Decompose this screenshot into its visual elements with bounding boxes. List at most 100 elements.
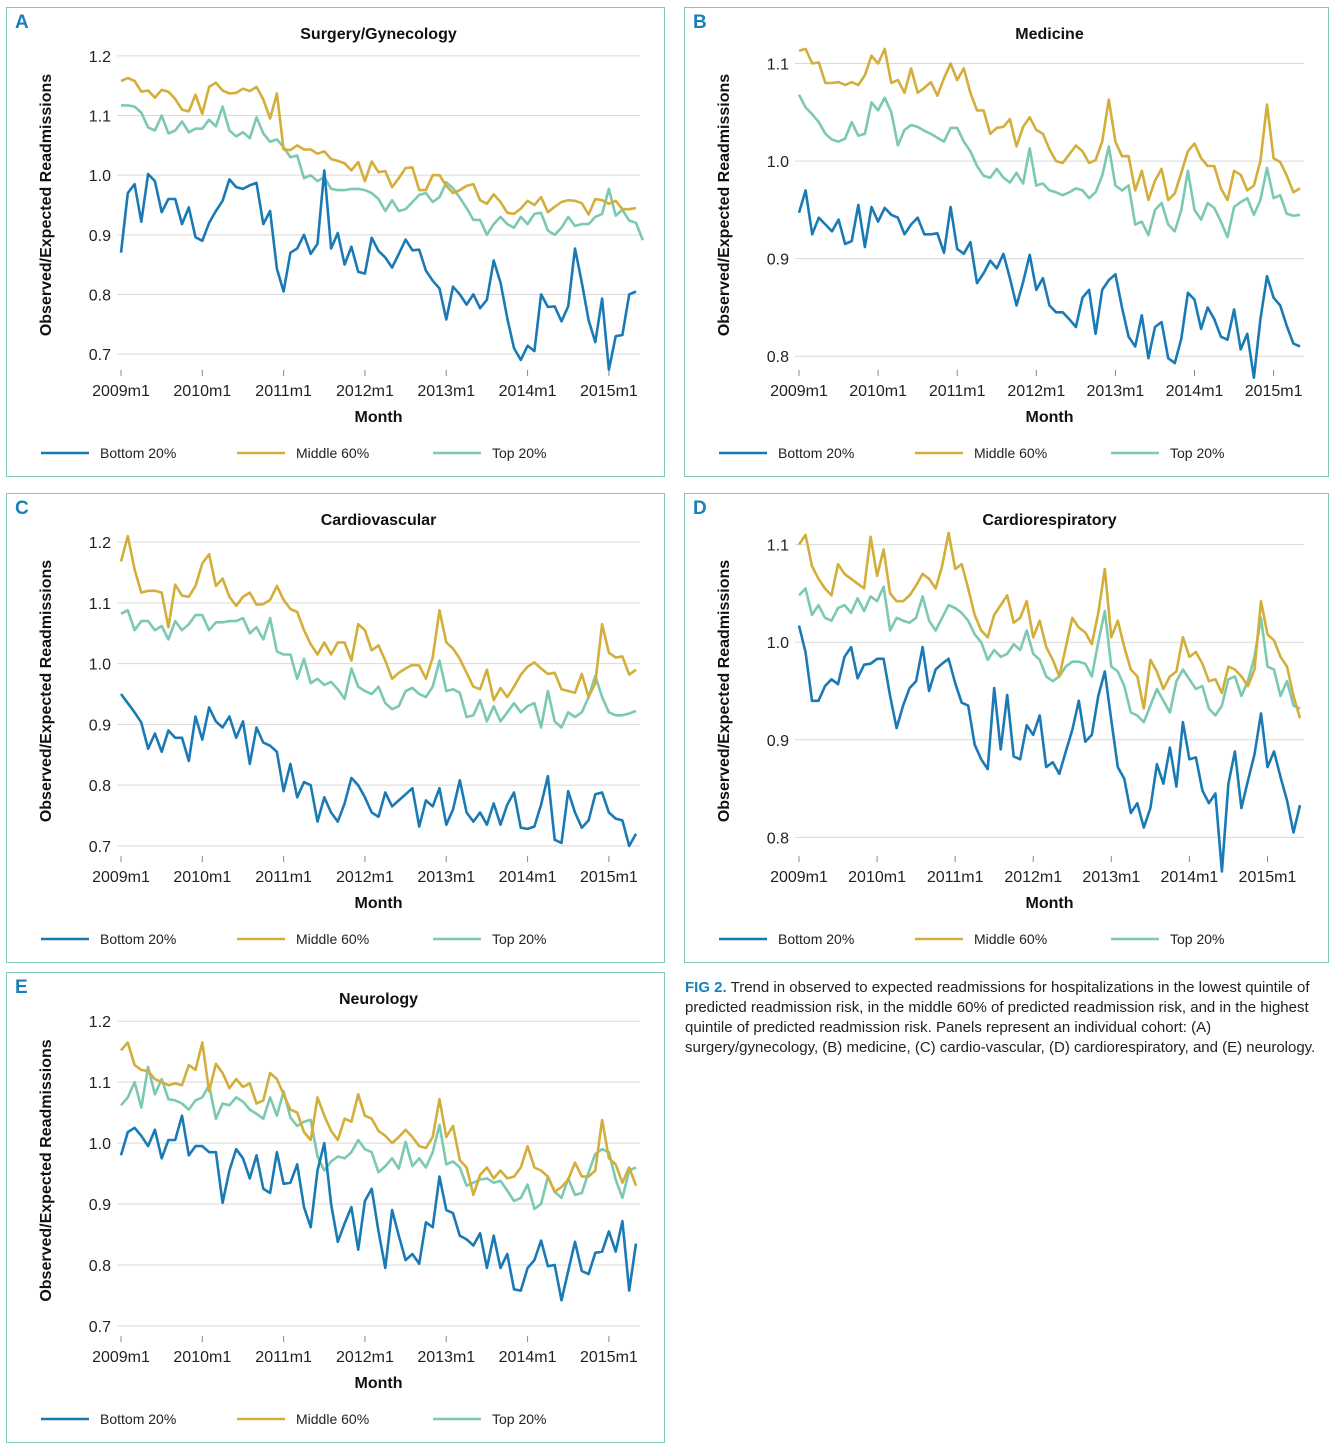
y-tick-label: 0.9 — [767, 252, 789, 269]
chart-title: Medicine — [1015, 26, 1084, 43]
x-tick-label: 2013m1 — [417, 869, 475, 886]
legend-label: Top 20% — [492, 931, 546, 947]
x-tick-label: 2012m1 — [336, 1349, 394, 1366]
series-line-middle-60 — [799, 49, 1300, 200]
y-tick-label: 0.8 — [89, 1258, 111, 1275]
x-axis-title: Month — [355, 409, 403, 426]
chart-title: Cardiorespiratory — [982, 512, 1116, 529]
y-tick-label: 1.0 — [89, 168, 111, 185]
y-tick-label: 1.0 — [89, 657, 111, 674]
legend-item: Bottom 20% — [719, 445, 854, 461]
chart-title: Neurology — [339, 991, 418, 1008]
y-tick-label: 0.9 — [89, 717, 111, 734]
x-axis-title: Month — [355, 1375, 403, 1392]
series-line-bottom-20 — [121, 694, 636, 846]
y-axis-title: Observed/Expected Readmissions — [38, 560, 55, 822]
x-tick-label: 2014m1 — [499, 1349, 557, 1366]
chart-cardiovascular: Cardiovascular0.70.80.91.01.11.22009m1 20… — [7, 494, 666, 964]
chart-cardiorespiratory: Cardiorespiratory 0.8 0.9 1.0 1.1 2009m1 2010m… — [685, 494, 1330, 964]
y-tick-label: 0.8 — [89, 287, 111, 304]
y-tick-label: 1.0 — [89, 1136, 111, 1153]
chart-surgery-gynecology: Surgery/Gynecology 0.7 0.8 0.9 1.0 1.1 1.2 2009… — [7, 8, 666, 478]
x-tick-label: 2010m1 — [848, 869, 906, 886]
x-tick-label: 2015m1 — [1245, 383, 1303, 400]
legend-item: Top 20% — [1111, 445, 1224, 461]
legend-item: Top 20% — [433, 931, 546, 947]
y-axis-title: Observed/Expected Readmissions — [38, 1039, 55, 1301]
legend-label: Top 20% — [492, 445, 546, 461]
x-tick-label: 2014m1 — [1166, 383, 1224, 400]
legend-label: Bottom 20% — [100, 445, 176, 461]
legend-label: Middle 60% — [296, 1411, 369, 1427]
legend-label: Middle 60% — [296, 445, 369, 461]
chart-title: Cardiovascular — [321, 512, 437, 529]
x-axis-title: Month — [1026, 409, 1074, 426]
y-tick-label: 0.7 — [89, 1319, 111, 1336]
x-tick-label: 2009m1 — [92, 383, 150, 400]
x-tick-label: 2014m1 — [499, 869, 557, 886]
x-axis-title: Month — [355, 895, 403, 912]
x-tick-label: 2010m1 — [173, 1349, 231, 1366]
x-tick-label: 2011m1 — [255, 869, 312, 886]
x-tick-label: 2012m1 — [1007, 383, 1065, 400]
y-tick-label: 0.8 — [767, 830, 789, 847]
legend-label: Bottom 20% — [100, 931, 176, 947]
legend-item: Bottom 20% — [41, 931, 176, 947]
x-tick-label: 2013m1 — [1087, 383, 1145, 400]
y-tick-label: 0.7 — [89, 839, 111, 856]
legend-label: Middle 60% — [974, 931, 1047, 947]
y-tick-label: 0.9 — [767, 733, 789, 750]
y-tick-label: 0.7 — [89, 347, 111, 364]
legend-label: Top 20% — [1170, 445, 1224, 461]
legend-label: Middle 60% — [974, 445, 1047, 461]
x-tick-label: 2012m1 — [336, 869, 394, 886]
y-axis-title: Observed/Expected Readmissions — [716, 560, 733, 822]
x-tick-label: 2014m1 — [1160, 869, 1218, 886]
y-tick-label: 1.2 — [89, 1014, 111, 1031]
panel-d: D Cardiorespiratory 0.8 0.9 1.0 1.1 2009m1 201… — [684, 493, 1329, 963]
legend-item: Middle 60% — [237, 1411, 369, 1427]
legend-item: Middle 60% — [237, 931, 369, 947]
x-tick-label: 2012m1 — [336, 383, 394, 400]
x-tick-label: 2015m1 — [1239, 869, 1297, 886]
y-axis-title: Observed/Expected Readmissions — [38, 74, 55, 336]
legend-item: Bottom 20% — [41, 445, 176, 461]
x-tick-label: 2011m1 — [255, 1349, 312, 1366]
x-tick-label: 2010m1 — [173, 869, 231, 886]
series-line-top-20 — [121, 610, 636, 727]
y-tick-label: 1.1 — [767, 57, 789, 74]
x-tick-label: 2013m1 — [417, 1349, 475, 1366]
x-axis-title: Month — [1026, 895, 1074, 912]
y-axis-title: Observed/Expected Readmissions — [716, 74, 733, 336]
y-tick-label: 1.0 — [767, 635, 789, 652]
x-tick-label: 2015m1 — [580, 383, 638, 400]
legend-item: Top 20% — [433, 1411, 546, 1427]
x-tick-label: 2012m1 — [1004, 869, 1062, 886]
series-line-middle-60 — [121, 78, 636, 215]
y-tick-label: 1.1 — [89, 109, 111, 126]
x-tick-label: 2011m1 — [927, 869, 984, 886]
series-line-bottom-20 — [799, 626, 1300, 872]
y-tick-label: 1.1 — [767, 538, 789, 555]
x-tick-label: 2009m1 — [770, 869, 828, 886]
x-tick-label: 2011m1 — [929, 383, 986, 400]
chart-title: Surgery/Gynecology — [300, 26, 457, 43]
legend-label: Bottom 20% — [778, 931, 854, 947]
x-tick-label: 2011m1 — [255, 383, 312, 400]
y-tick-label: 0.8 — [89, 778, 111, 795]
x-tick-label: 2013m1 — [1082, 869, 1140, 886]
figure-caption: FIG 2. Trend in observed to expected rea… — [685, 978, 1325, 1058]
legend-item: Bottom 20% — [719, 931, 854, 947]
chart-neurology: Neurology 0.7 0.8 0.9 1.0 1.1 1.2 2009m1 2010m1 2… — [7, 973, 666, 1444]
legend-item: Bottom 20% — [41, 1411, 176, 1427]
panel-c: C Cardiovascular 0.7 0.8 0.9 1.0 1.1 1.2 2009m1… — [6, 493, 665, 963]
panel-a: A Surgery/Gynecology 0.7 0.8 0.9 1.0 1.1 1.2 20… — [6, 7, 665, 477]
x-tick-label: 2013m1 — [417, 383, 475, 400]
y-tick-label: 0.8 — [767, 349, 789, 366]
legend-item: Top 20% — [1111, 931, 1224, 947]
y-tick-label: 0.9 — [89, 1197, 111, 1214]
y-tick-label: 1.0 — [767, 154, 789, 171]
x-tick-label: 2015m1 — [580, 869, 638, 886]
x-tick-label: 2014m1 — [499, 383, 557, 400]
y-tick-label: 1.2 — [89, 49, 111, 66]
